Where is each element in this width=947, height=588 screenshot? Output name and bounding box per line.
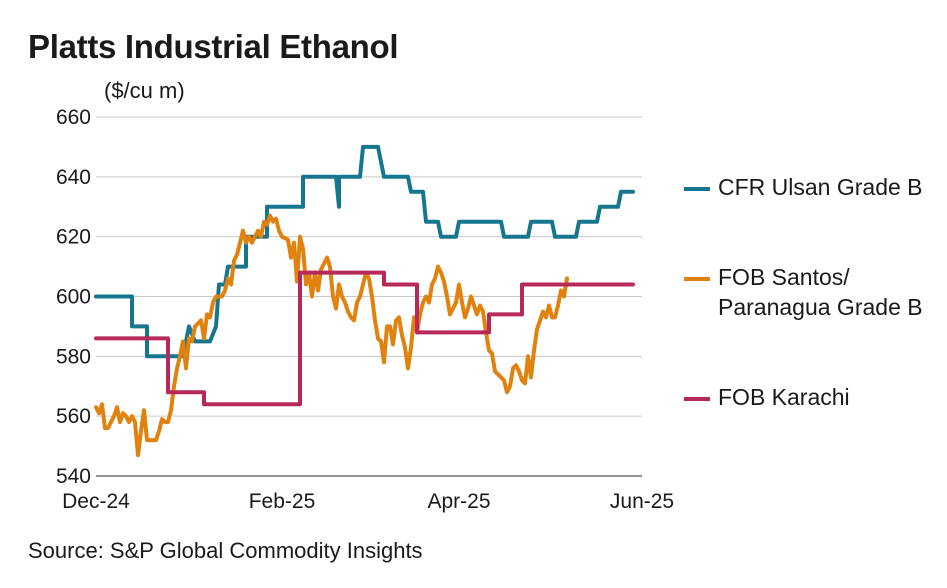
x-tick-label: Dec-24: [62, 490, 130, 513]
y-tick-label: 660: [56, 106, 91, 129]
series-lines: [94, 144, 635, 458]
source-note: Source: S&P Global Commodity Insights: [28, 538, 423, 563]
x-axis-ticks: Dec-24 Feb-25 Apr-25 Jun-25: [62, 490, 674, 513]
legend-swatch-fob-santos: [684, 277, 710, 281]
legend-item-cfr-ulsan: CFR Ulsan Grade B: [684, 172, 924, 232]
y-tick-label: 580: [56, 345, 91, 368]
x-tick-label: Feb-25: [249, 490, 316, 513]
y-tick-label: 600: [56, 286, 91, 309]
legend-item-fob-karachi: FOB Karachi: [684, 382, 924, 412]
x-tick-label: Apr-25: [427, 490, 490, 513]
y-axis-ticks: 540 560 580 600 620 640 660: [56, 106, 91, 488]
y-axis-unit-label: ($/cu m): [104, 78, 185, 103]
x-tick-label: Jun-25: [610, 490, 674, 513]
y-tick-label: 540: [56, 465, 91, 488]
series-line-fob-santos: [94, 213, 569, 458]
series-line-cfr-ulsan: [94, 144, 635, 359]
legend-swatch-fob-karachi: [684, 397, 710, 401]
y-tick-label: 640: [56, 166, 91, 189]
legend-label-cfr-ulsan: CFR Ulsan Grade B: [718, 174, 923, 200]
y-tick-label: 620: [56, 226, 91, 249]
chart-title: Platts Industrial Ethanol: [28, 28, 399, 65]
series-line-fob-karachi: [94, 270, 635, 407]
legend-item-fob-santos: FOB Santos/ Paranagua Grade B: [684, 262, 924, 352]
gridlines: [96, 116, 642, 477]
legend-label-fob-santos: FOB Santos/ Paranagua Grade B: [718, 264, 923, 320]
legend-swatch-cfr-ulsan: [684, 187, 710, 191]
y-tick-label: 560: [56, 405, 91, 428]
legend-label-fob-karachi: FOB Karachi: [718, 384, 850, 410]
